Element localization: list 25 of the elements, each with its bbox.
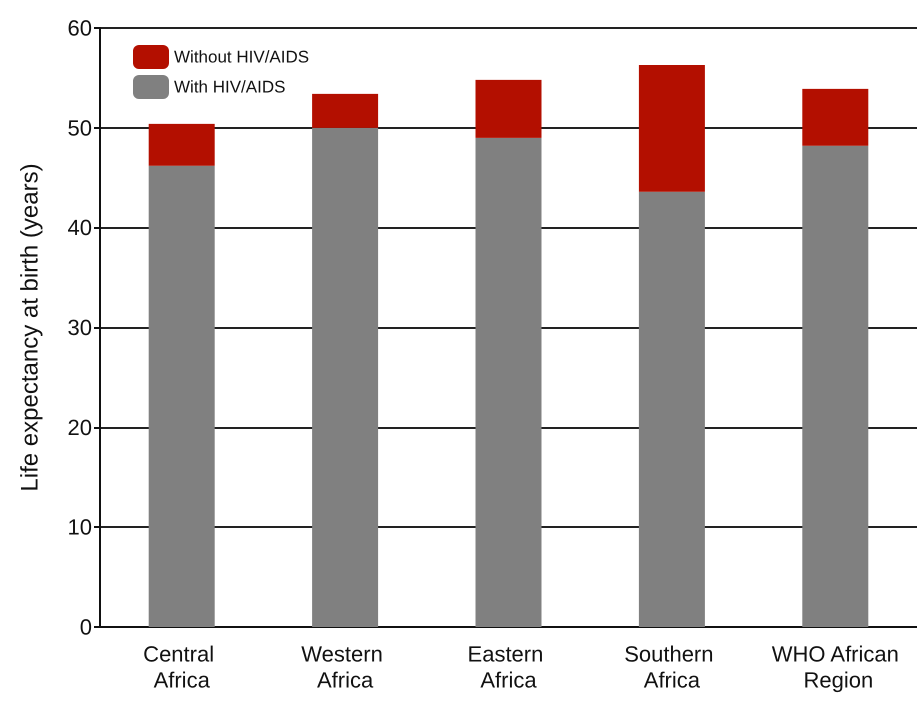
- x-tick-label: Southern Africa: [624, 642, 720, 692]
- bar: [312, 94, 378, 128]
- y-tick-label: 0: [80, 614, 92, 640]
- y-tick-label: 30: [68, 315, 92, 340]
- bar: [148, 166, 215, 627]
- bar: [802, 146, 868, 627]
- bar: [148, 124, 215, 166]
- y-tick-label: 60: [68, 16, 92, 40]
- y-tick-label: 10: [68, 514, 92, 540]
- legend-label: With HIV/AIDS: [174, 78, 286, 96]
- bar: [476, 80, 542, 138]
- y-tick-label: 40: [68, 215, 92, 240]
- x-tick-label: Eastern Africa: [468, 642, 550, 692]
- y-tick-label: 50: [68, 115, 92, 140]
- x-tick-label: WHO African Region: [772, 642, 899, 692]
- bar: [802, 88, 868, 146]
- bar: [638, 192, 705, 627]
- y-tick-label: 20: [68, 414, 92, 440]
- x-tick-label: Western Africa: [301, 642, 389, 692]
- bar: [476, 138, 542, 627]
- y-axis-title: Life expectancy at birth (years): [16, 163, 44, 492]
- legend-label: Without HIV/AIDS: [174, 48, 310, 66]
- bar: [312, 128, 378, 627]
- bar: [638, 64, 705, 192]
- x-tick-label: Central Africa: [143, 642, 220, 692]
